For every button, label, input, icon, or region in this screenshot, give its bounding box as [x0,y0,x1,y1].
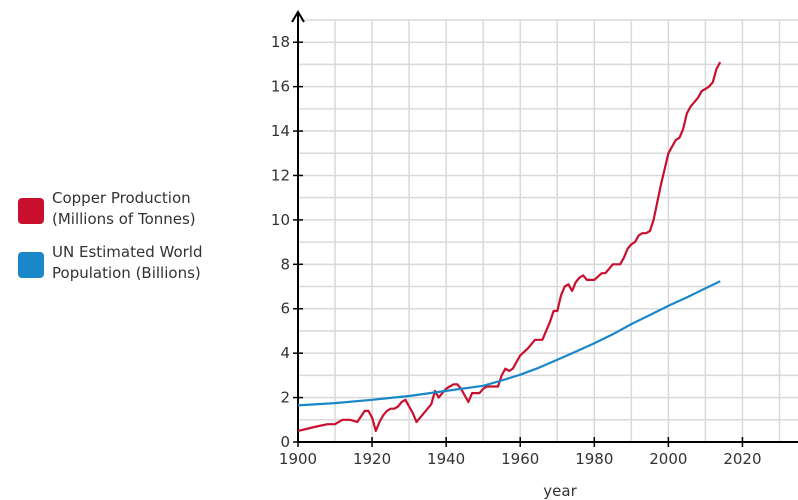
series-line-population [297,280,721,407]
x-tick-label-1980: 1980 [575,450,613,468]
legend-label-population: UN Estimated World Population (Billions) [52,242,252,284]
legend-label-population-line1: UN Estimated World [52,243,203,261]
series-line-copper [297,61,722,432]
axes [291,10,798,447]
legend-label-population-line2: Population (Billions) [52,264,201,282]
y-tick-label-16: 16 [271,78,290,96]
x-tick-label-2020: 2020 [723,450,761,468]
legend-label-copper-line2: (Millions of Tonnes) [52,210,196,228]
x-tick-label-2000: 2000 [649,450,687,468]
y-tick-label-0: 0 [280,433,290,451]
y-axis-arrow [291,10,305,23]
y-tick-label-8: 8 [280,255,290,273]
legend-swatch-copper [18,198,44,224]
legend-label-copper: Copper Production (Millions of Tonnes) [52,188,252,230]
x-tick-label-1960: 1960 [501,450,539,468]
legend: Copper Production (Millions of Tonnes) U… [18,188,252,296]
x-tick-label-1900: 1900 [279,450,317,468]
y-tick-label-12: 12 [271,166,290,184]
y-tick-label-10: 10 [271,211,290,229]
legend-item-copper: Copper Production (Millions of Tonnes) [18,188,252,230]
legend-item-population: UN Estimated World Population (Billions) [18,242,252,284]
y-tick-label-14: 14 [271,122,290,140]
x-tick-label-1940: 1940 [427,450,465,468]
y-tick-label-4: 4 [280,344,290,362]
legend-label-copper-line1: Copper Production [52,189,191,207]
gridlines [298,19,798,442]
y-tick-label-2: 2 [280,389,290,407]
series-group [297,61,722,432]
y-tick-label-6: 6 [280,300,290,318]
x-tick-label-1920: 1920 [353,450,391,468]
x-axis-label: year [543,482,577,500]
tick-labels: 0 2 4 6 8 10 12 14 16 18 1900 1920 1940 1960 1980 2000 2… [271,33,762,468]
legend-swatch-population [18,252,44,278]
y-tick-label-18: 18 [271,33,290,51]
